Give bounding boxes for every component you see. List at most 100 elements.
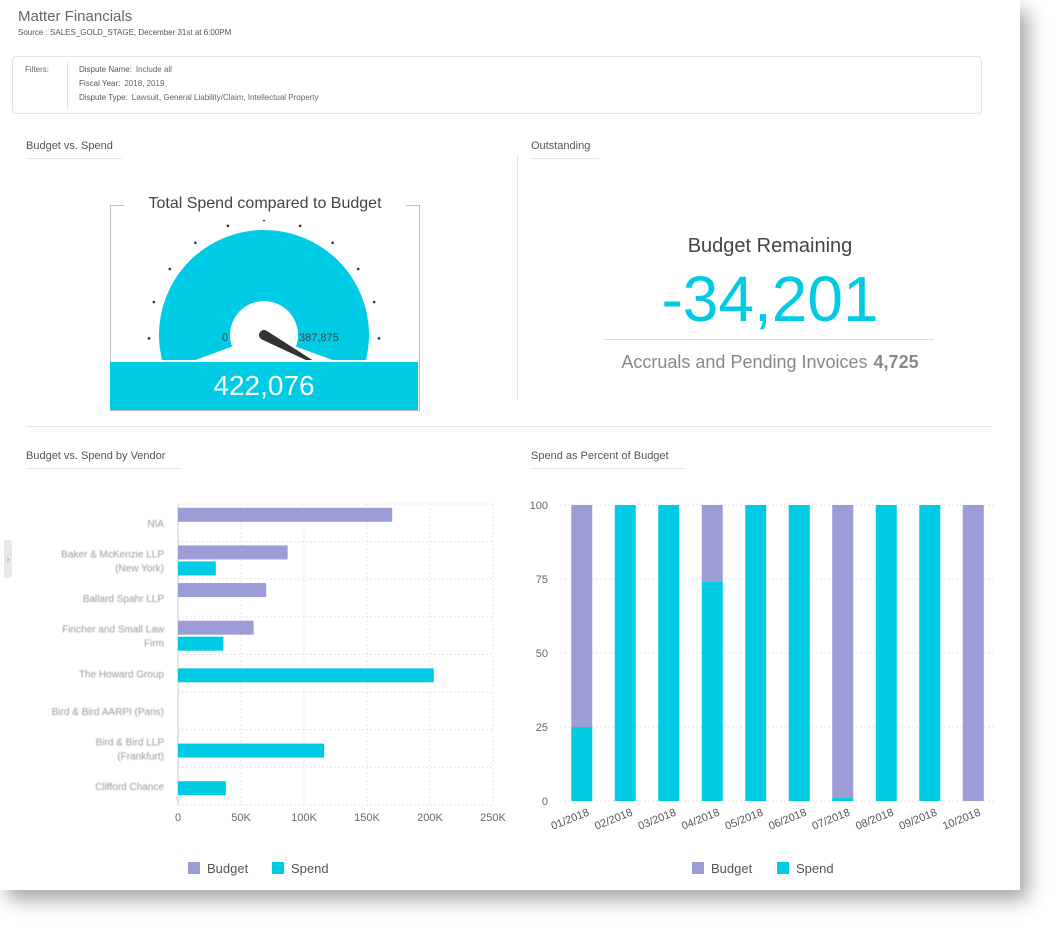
accruals-label: Accruals and Pending Invoices — [621, 352, 868, 372]
legend-budget-swatch — [188, 862, 200, 874]
spend-bar — [658, 505, 680, 801]
legend-spend-swatch — [272, 862, 284, 874]
budget-bar — [178, 620, 254, 635]
filter-dispute-type: Dispute Type: Lawsuit, General Liability/… — [79, 93, 319, 102]
gauge-value: 422,076 — [110, 362, 418, 410]
data-source: Source : SALES_GOLD_STAGE, December 31st… — [18, 28, 232, 37]
category-label: Baker & McKenzie LLP (New York) — [61, 549, 164, 574]
legend-spend-label: Spend — [796, 861, 834, 876]
filters-panel[interactable]: Filters: Dispute Name: Include all Fiscal… — [12, 56, 982, 114]
spend-bar — [701, 581, 723, 801]
filters-label: Filters: — [25, 65, 49, 74]
budget-bar — [178, 507, 393, 522]
y-tick-label: 50 — [536, 648, 548, 660]
spend-bar — [178, 636, 224, 651]
x-tick-label: 01/2018 — [550, 807, 591, 833]
legend-budget-label: Budget — [207, 861, 249, 876]
gauge-tick-dot — [298, 224, 302, 228]
spend-bar — [875, 505, 897, 801]
panel-divider-vertical — [517, 155, 518, 400]
budget-remaining-label: Budget Remaining — [687, 235, 853, 257]
budget-bar — [832, 505, 854, 799]
accruals-row: Accruals and Pending Invoices 4,725 — [604, 352, 936, 373]
gauge-tick-dot — [152, 300, 156, 304]
spend-bar — [178, 743, 325, 758]
budget-remaining-value: -34,201 — [661, 263, 879, 335]
budget-bar — [962, 505, 984, 801]
legend-spend-label: Spend — [291, 861, 329, 876]
spend-bar — [832, 798, 854, 801]
gauge-tick-dot — [226, 224, 230, 228]
spend-bar — [745, 505, 767, 801]
x-tick-label: 05/2018 — [724, 807, 765, 833]
spend-bar — [178, 668, 434, 683]
category-label: Bird & Bird LLP (Frankfurt) — [96, 738, 165, 763]
gauge-tick-dot — [377, 337, 381, 340]
x-tick-label: 10/2018 — [941, 807, 982, 833]
x-tick-label: 50K — [231, 812, 251, 824]
spend-bar — [788, 505, 810, 801]
category-label: N\A — [147, 519, 164, 530]
gauge-tick-dot — [194, 241, 197, 245]
y-tick-label: 75 — [536, 574, 548, 586]
x-tick-label: 07/2018 — [811, 807, 852, 833]
x-tick-label: 08/2018 — [854, 807, 895, 833]
category-label: The Howard Group — [79, 669, 164, 680]
filter-fiscal-year: Fiscal Year: 2018, 2019 — [79, 79, 165, 88]
side-panel-toggle[interactable]: › — [4, 540, 12, 578]
spend-bar — [178, 781, 226, 796]
y-tick-label: 25 — [536, 722, 548, 734]
gauge-band — [159, 230, 369, 360]
vendor-bar-chart: 0 50K 100K 150K 200K 250K N\A Baker & McKenzie … — [52, 503, 507, 876]
budget-remaining-divider — [604, 339, 934, 340]
x-tick-label: 250K — [480, 812, 506, 824]
page-title: Matter Financials — [18, 8, 133, 25]
legend-budget-swatch — [692, 862, 704, 874]
section-title-by-vendor: Budget vs. Spend by Vendor — [26, 450, 181, 469]
gauge-tick-dot — [147, 337, 151, 340]
legend-budget-label: Budget — [711, 861, 753, 876]
x-tick-label: 09/2018 — [898, 807, 939, 833]
accruals-value: 4,725 — [873, 352, 919, 372]
x-tick-label: 100K — [291, 812, 317, 824]
category-label: Bird & Bird AARPI (Paris) — [52, 707, 164, 718]
y-tick-label: 0 — [542, 796, 548, 808]
budget-bar — [178, 545, 288, 560]
gauge-tick-dot — [262, 220, 266, 222]
gauge-max-label: 387,875 — [299, 332, 339, 344]
spend-bar — [178, 561, 216, 576]
percent-stacked-chart: 0 25 50 75 100 01/2018 02/2018 03/2018 04/2018 05… — [530, 500, 995, 876]
legend-spend-swatch — [777, 862, 789, 874]
gauge-tick-dot — [372, 300, 376, 304]
budget-bar — [571, 505, 593, 727]
x-tick-label: 03/2018 — [637, 807, 678, 833]
gauge-tick-dot — [356, 267, 360, 271]
section-title-budget-vs-spend: Budget vs. Spend — [26, 140, 122, 159]
x-tick-label: 02/2018 — [593, 807, 634, 833]
budget-bar — [701, 505, 723, 582]
y-tick-label: 100 — [530, 500, 548, 512]
section-title-outstanding: Outstanding — [531, 140, 599, 159]
spend-bar — [919, 505, 941, 801]
filter-dispute-name: Dispute Name: Include all — [79, 65, 172, 74]
gauge-title: Total Spend compared to Budget — [112, 195, 418, 213]
x-tick-label: 150K — [354, 812, 380, 824]
x-tick-label: 04/2018 — [680, 807, 721, 833]
panel-divider-horizontal — [26, 426, 992, 427]
gauge-min-label: 0 — [222, 332, 229, 344]
gauge-tick-dot — [168, 267, 172, 271]
category-label: Fincher and Small Law Firm — [62, 625, 164, 650]
x-tick-label: 0 — [175, 812, 181, 824]
category-label: Clifford Chance — [95, 782, 164, 793]
category-label: Ballard Spahr LLP — [83, 594, 164, 605]
gauge-needle — [261, 330, 313, 360]
budget-bar — [178, 583, 267, 598]
gauge-frame — [110, 205, 420, 411]
filters-divider — [67, 61, 68, 109]
x-tick-label: 200K — [417, 812, 443, 824]
spend-bar — [571, 727, 593, 801]
section-title-percent: Spend as Percent of Budget — [531, 450, 686, 469]
gauge-tick-dot — [331, 241, 334, 245]
gauge-chart — [147, 220, 381, 360]
x-tick-label: 06/2018 — [767, 807, 808, 833]
